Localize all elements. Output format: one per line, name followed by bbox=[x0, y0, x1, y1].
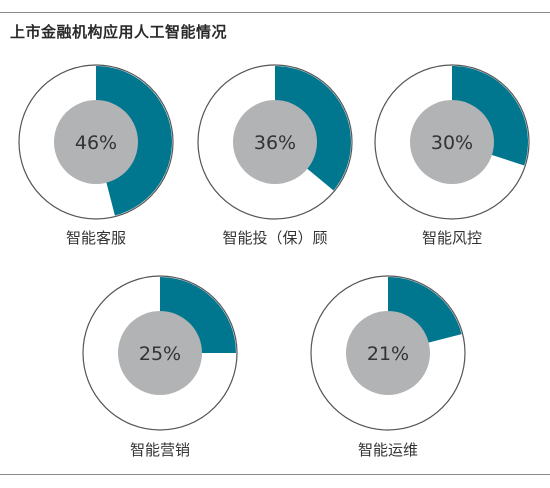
donut-center bbox=[118, 311, 202, 395]
donut-center bbox=[54, 100, 138, 184]
bottom-rule bbox=[0, 474, 550, 475]
donut-3: 30% 智能风控 bbox=[374, 64, 530, 247]
donut-center bbox=[346, 311, 430, 395]
donut-percent-label: 46% bbox=[75, 132, 117, 154]
donut-5: 21% 智能运维 bbox=[310, 275, 466, 459]
donut-percent-label: 30% bbox=[431, 132, 473, 154]
donut-percent-label: 36% bbox=[254, 132, 296, 154]
donut-center bbox=[233, 100, 317, 184]
donut-2: 36% 智能投（保）顾 bbox=[197, 64, 353, 247]
donut-category-label: 智能风控 bbox=[422, 229, 482, 247]
chart-title: 上市金融机构应用人工智能情况 bbox=[10, 23, 228, 41]
donut-percent-label: 25% bbox=[139, 343, 181, 365]
donut-category-label: 智能运维 bbox=[358, 441, 418, 459]
donut-percent-label: 21% bbox=[367, 343, 409, 365]
top-rule bbox=[0, 12, 550, 13]
donut-1: 46% 智能客服 bbox=[18, 64, 174, 247]
donut-category-label: 智能营销 bbox=[130, 441, 190, 459]
donut-category-label: 智能投（保）顾 bbox=[222, 229, 327, 247]
donut-4: 25% 智能营销 bbox=[82, 275, 238, 459]
donut-category-label: 智能客服 bbox=[66, 229, 126, 247]
donut-center bbox=[410, 100, 494, 184]
